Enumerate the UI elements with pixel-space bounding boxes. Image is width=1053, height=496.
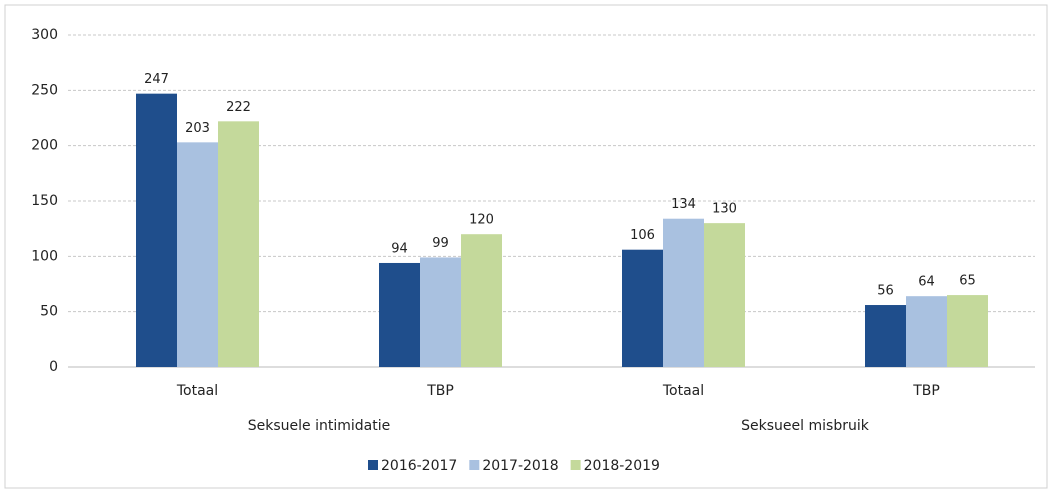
group-label: Seksuele intimidatie: [248, 418, 390, 434]
x-tick-label: TBP: [426, 383, 454, 399]
value-label: 134: [671, 197, 696, 212]
y-tick-label: 100: [31, 248, 58, 264]
x-tick-label: Totaal: [176, 383, 218, 399]
bar: [136, 93, 177, 368]
value-label: 203: [185, 121, 210, 136]
x-tick-label: Totaal: [662, 383, 704, 399]
value-label: 64: [918, 275, 935, 290]
x-tick-label: TBP: [912, 383, 940, 399]
bar: [663, 218, 704, 367]
y-tick-label: 150: [31, 193, 58, 209]
value-label: 99: [432, 236, 449, 251]
bar: [420, 257, 461, 367]
value-label: 222: [226, 100, 251, 115]
chart-border: [4, 4, 1048, 489]
bar: [461, 234, 502, 367]
legend-label: 2016-2017: [381, 458, 457, 474]
legend-swatch: [469, 460, 480, 470]
bar: [865, 305, 906, 367]
y-tick-label: 0: [49, 359, 58, 375]
legend-label: 2017-2018: [482, 458, 558, 474]
value-label: 120: [469, 213, 494, 228]
value-label: 247: [144, 72, 169, 87]
bar: [704, 223, 745, 367]
y-tick-label: 50: [40, 304, 58, 320]
bar: [947, 295, 988, 367]
value-label: 106: [630, 228, 655, 243]
value-label: 130: [712, 202, 737, 217]
group-label: Seksueel misbruik: [741, 418, 870, 434]
value-label: 56: [877, 284, 894, 299]
legend-swatch: [570, 460, 581, 470]
y-tick-label: 300: [31, 27, 58, 43]
bar: [218, 121, 259, 367]
value-label: 65: [959, 274, 976, 289]
legend-swatch: [368, 460, 378, 470]
bar: [622, 249, 663, 367]
y-tick-label: 250: [31, 82, 58, 98]
legend-label: 2018-2019: [584, 458, 660, 474]
bar: [906, 296, 947, 367]
bar: [379, 262, 420, 367]
bar: [177, 142, 218, 367]
value-label: 94: [391, 241, 408, 256]
y-tick-label: 200: [31, 138, 58, 154]
